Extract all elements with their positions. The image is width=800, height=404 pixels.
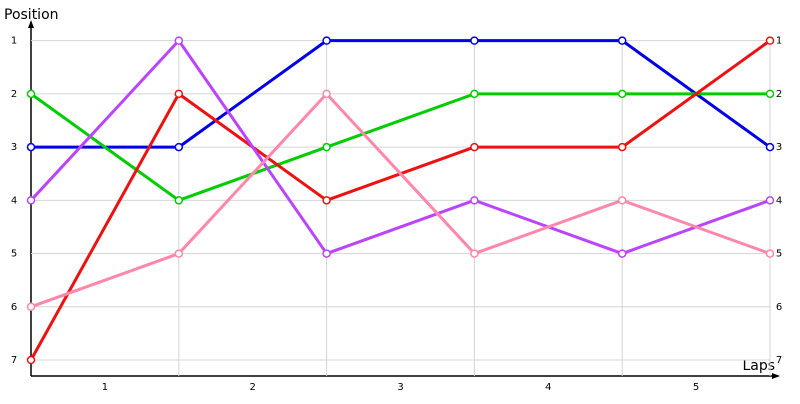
point [26,196,36,205]
point [470,36,479,45]
y-axis-label: Position [4,7,59,23]
y-tick-label: 7 [11,355,17,366]
point [26,302,36,312]
point [322,196,331,205]
point [765,89,775,99]
point [174,36,184,45]
point [322,249,331,258]
y-tick-label-right: 3 [776,142,782,153]
x-tick-label: 2 [250,382,256,393]
point [322,142,331,152]
point [617,249,627,258]
series-line [30,92,770,202]
point [470,196,479,205]
x-tick-label: 4 [545,382,551,393]
y-tick-label: 4 [11,195,17,206]
y-tick-label-right: 4 [776,195,782,206]
x-tick-label: 5 [693,382,699,393]
y-tick-label-right: 5 [776,249,782,260]
y-tick-label: 5 [11,249,17,260]
y-tick-label-right: 6 [776,302,782,313]
series-line [30,92,771,309]
x-axis-arrow [772,373,780,379]
y-tick-label-right: 1 [776,36,782,47]
point [765,249,775,258]
point [322,36,331,45]
point [26,142,36,152]
x-tick-label: 1 [102,382,108,393]
y-tick-label-right: 2 [776,89,782,100]
y-tick-label: 3 [11,142,17,153]
x-axis-label: Laps [742,358,775,374]
point [765,196,775,205]
point [26,355,36,365]
point [470,142,479,152]
point [174,196,184,205]
point [617,36,627,45]
point [617,196,627,205]
series-line [29,39,771,256]
point [617,89,627,99]
y-tick-label: 1 [11,36,17,47]
y-tick-label: 6 [11,302,17,313]
y-axis-arrow [28,20,34,28]
x-tick-label: 3 [397,382,403,393]
point [470,249,479,258]
point [617,142,627,152]
point [470,89,479,99]
point [174,142,184,152]
point [174,89,184,99]
y-tick-label-right: 7 [776,355,782,366]
point [765,36,775,45]
point [174,249,184,258]
point [322,89,331,99]
point [765,142,775,152]
y-tick-label: 2 [11,89,17,100]
series-line [31,39,771,149]
point [26,89,36,99]
